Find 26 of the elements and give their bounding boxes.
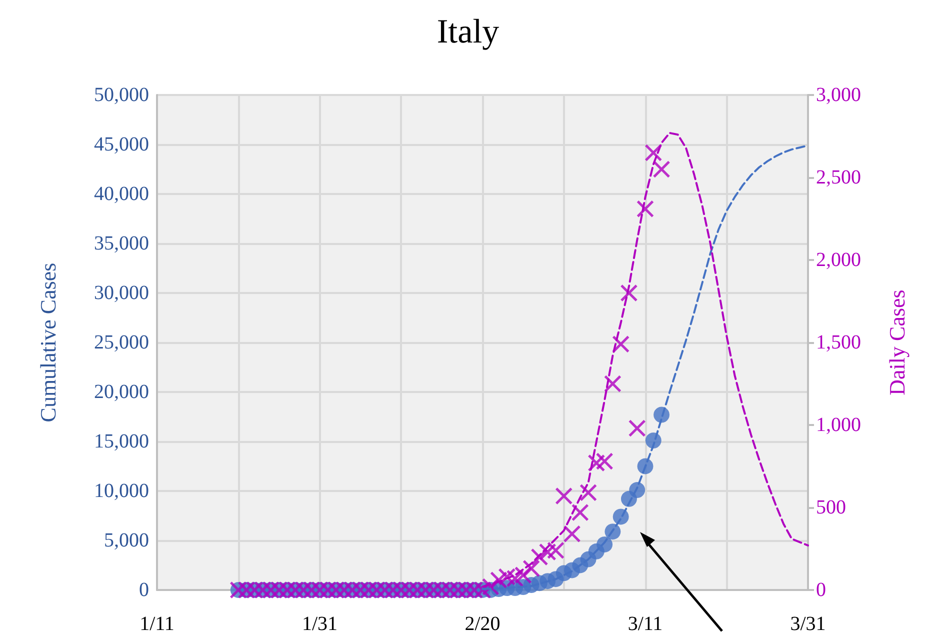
y-tick-label: 35,000 — [94, 232, 149, 254]
y-tick-label: 30,000 — [94, 282, 149, 304]
y2-tick-label: 0 — [816, 579, 826, 601]
y-tick-label: 5,000 — [104, 530, 149, 552]
y2-tick-label: 500 — [816, 496, 846, 518]
y-axis-title: Cumulative Cases — [36, 262, 60, 422]
y2-tick-label: 2,500 — [816, 166, 861, 188]
y-tick-label: 45,000 — [94, 134, 149, 156]
y-tick-label: 10,000 — [94, 480, 149, 502]
y-tick-label: 15,000 — [94, 430, 149, 452]
y2-tick-label: 2,000 — [816, 249, 861, 271]
y2-axis-title: Daily Cases — [884, 290, 910, 396]
y2-tick-label: 3,000 — [816, 84, 861, 106]
x-tick-label: 2/20 — [464, 613, 500, 635]
y-tick-label: 20,000 — [94, 381, 149, 403]
chart-title: Italy — [436, 14, 500, 50]
y-tick-label: 50,000 — [94, 84, 149, 106]
y2-tick-label: 1,000 — [816, 414, 861, 436]
x-tick-label: 3/31 — [790, 613, 826, 635]
x-tick-label: 1/31 — [302, 613, 338, 635]
y-tick-label: 0 — [139, 579, 149, 601]
y-tick-label: 25,000 — [94, 332, 149, 354]
x-tick-label: 3/11 — [628, 613, 663, 635]
y2-tick-label: 1,500 — [816, 332, 861, 354]
x-tick-label: 1/11 — [140, 613, 174, 635]
y-tick-label: 40,000 — [94, 183, 149, 205]
